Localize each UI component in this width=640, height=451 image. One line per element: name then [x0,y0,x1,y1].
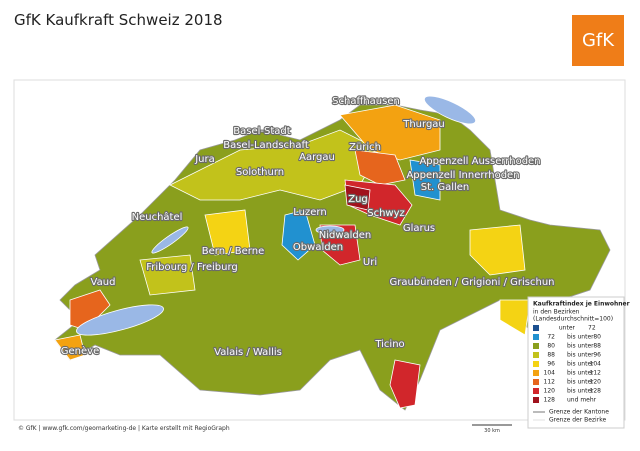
region-label: Appenzell Ausserrhoden [419,156,540,167]
legend-text: 96 [593,352,601,359]
region-label: Aargau [299,152,335,163]
region-label: Nidwalden [319,230,372,241]
region-appenzell [409,159,441,201]
legend-text: 104 [544,370,556,377]
legend-swatch [533,361,539,367]
region-label: Obwalden [293,242,343,253]
region-label: Neuchâtel [132,211,183,223]
legend-swatch [533,388,539,394]
footer: © GfK | www.gfk.com/geomarketing-de | Ka… [18,425,230,432]
region-label: Genève [61,345,99,357]
region-label: Zug [348,194,368,205]
region-label: Thurgau [402,119,445,130]
legend-text: bis unter [567,343,594,350]
legend-text: 96 [547,361,555,368]
region-label: Jura [194,154,215,165]
region-label: Bern / Berne [202,246,264,257]
region-zurich-core [354,149,406,186]
legend-subtitle: in den Bezirken [533,309,580,316]
region-zurich [339,104,441,161]
lake-luzern [315,225,345,235]
legend-line-label: Grenze der Bezirke [549,417,606,424]
legend-swatch [533,343,539,349]
region-fribourg [139,254,196,296]
lake-bodensee [423,95,477,125]
title: GfK Kaufkraft Schweiz 2018 [14,11,223,29]
lake-leman [76,304,164,336]
scale-label: 30 km [484,428,500,434]
region-label: Vaud [91,277,116,288]
logo: GfK [582,30,615,51]
legend-note: (Landesdurchschnitt=100) [533,316,613,323]
region-label: Ticino [374,339,404,350]
region-label: Schaffhausen [332,96,400,107]
legend-text: 88 [593,343,601,350]
legend-text: 80 [593,334,601,341]
region-label: Graubünden / Grigioni / Grischun [390,277,555,288]
region-zug [344,184,371,211]
legend-text: 128 [590,388,602,395]
region-label: Fribourg / Freiburg [146,262,238,273]
legend-text: bis unter [567,352,594,359]
region-label: Schwyz [367,208,405,219]
legend-swatch [533,325,539,331]
legend-text: bis unter [567,361,594,368]
legend-text: 112 [590,370,602,377]
region-ticino-south [389,359,421,409]
legend-swatch [533,352,539,358]
legend-text: 80 [547,343,555,350]
region-label: Zürich [349,142,381,153]
region-graubuenden [469,224,526,276]
legend-line-label: Grenze der Kantone [549,409,609,416]
legend-swatch [533,370,539,376]
region-label: Appenzell Innerrhoden [406,170,519,181]
legend-text: 72 [588,325,596,332]
region-geneve [54,334,86,361]
map [54,95,611,411]
legend-text: bis unter [567,388,594,395]
legend-swatch [533,379,539,385]
legend-swatch [533,334,539,340]
region-label: Valais / Wallis [214,347,282,358]
region-label: Uri [363,257,377,268]
region-maloja [499,299,531,336]
region-label: Solothurn [236,167,284,178]
region-label: Glarus [403,223,435,234]
region-nidwalden [319,224,361,266]
legend-text: 72 [547,334,555,341]
legend-text: und mehr [567,397,597,404]
legend-swatch [533,397,539,403]
region-label: St. Gallen [421,182,470,193]
region-entlebuch [281,209,316,261]
legend-text: unter [559,325,576,332]
legend-box [527,296,625,429]
logo-box [572,15,624,66]
region-label: Basel-Stadt [233,126,290,137]
legend-title: Kaufkraftindex je Einwohner [533,301,630,308]
legend-text: bis unter [567,379,594,386]
legend-text: bis unter [567,334,594,341]
lake-neuchatel [151,226,189,254]
region-label: Basel-Landschaft [223,140,309,151]
legend-text: 104 [590,361,602,368]
legend-text: 88 [547,352,555,359]
legend-text: bis unter [567,370,594,377]
legend-text: 120 [544,388,556,395]
region-bern [204,209,251,256]
legend-text: 128 [544,397,556,404]
legend-text: 112 [544,379,556,386]
legend-text: 120 [590,379,602,386]
region-label: Luzern [293,207,326,218]
